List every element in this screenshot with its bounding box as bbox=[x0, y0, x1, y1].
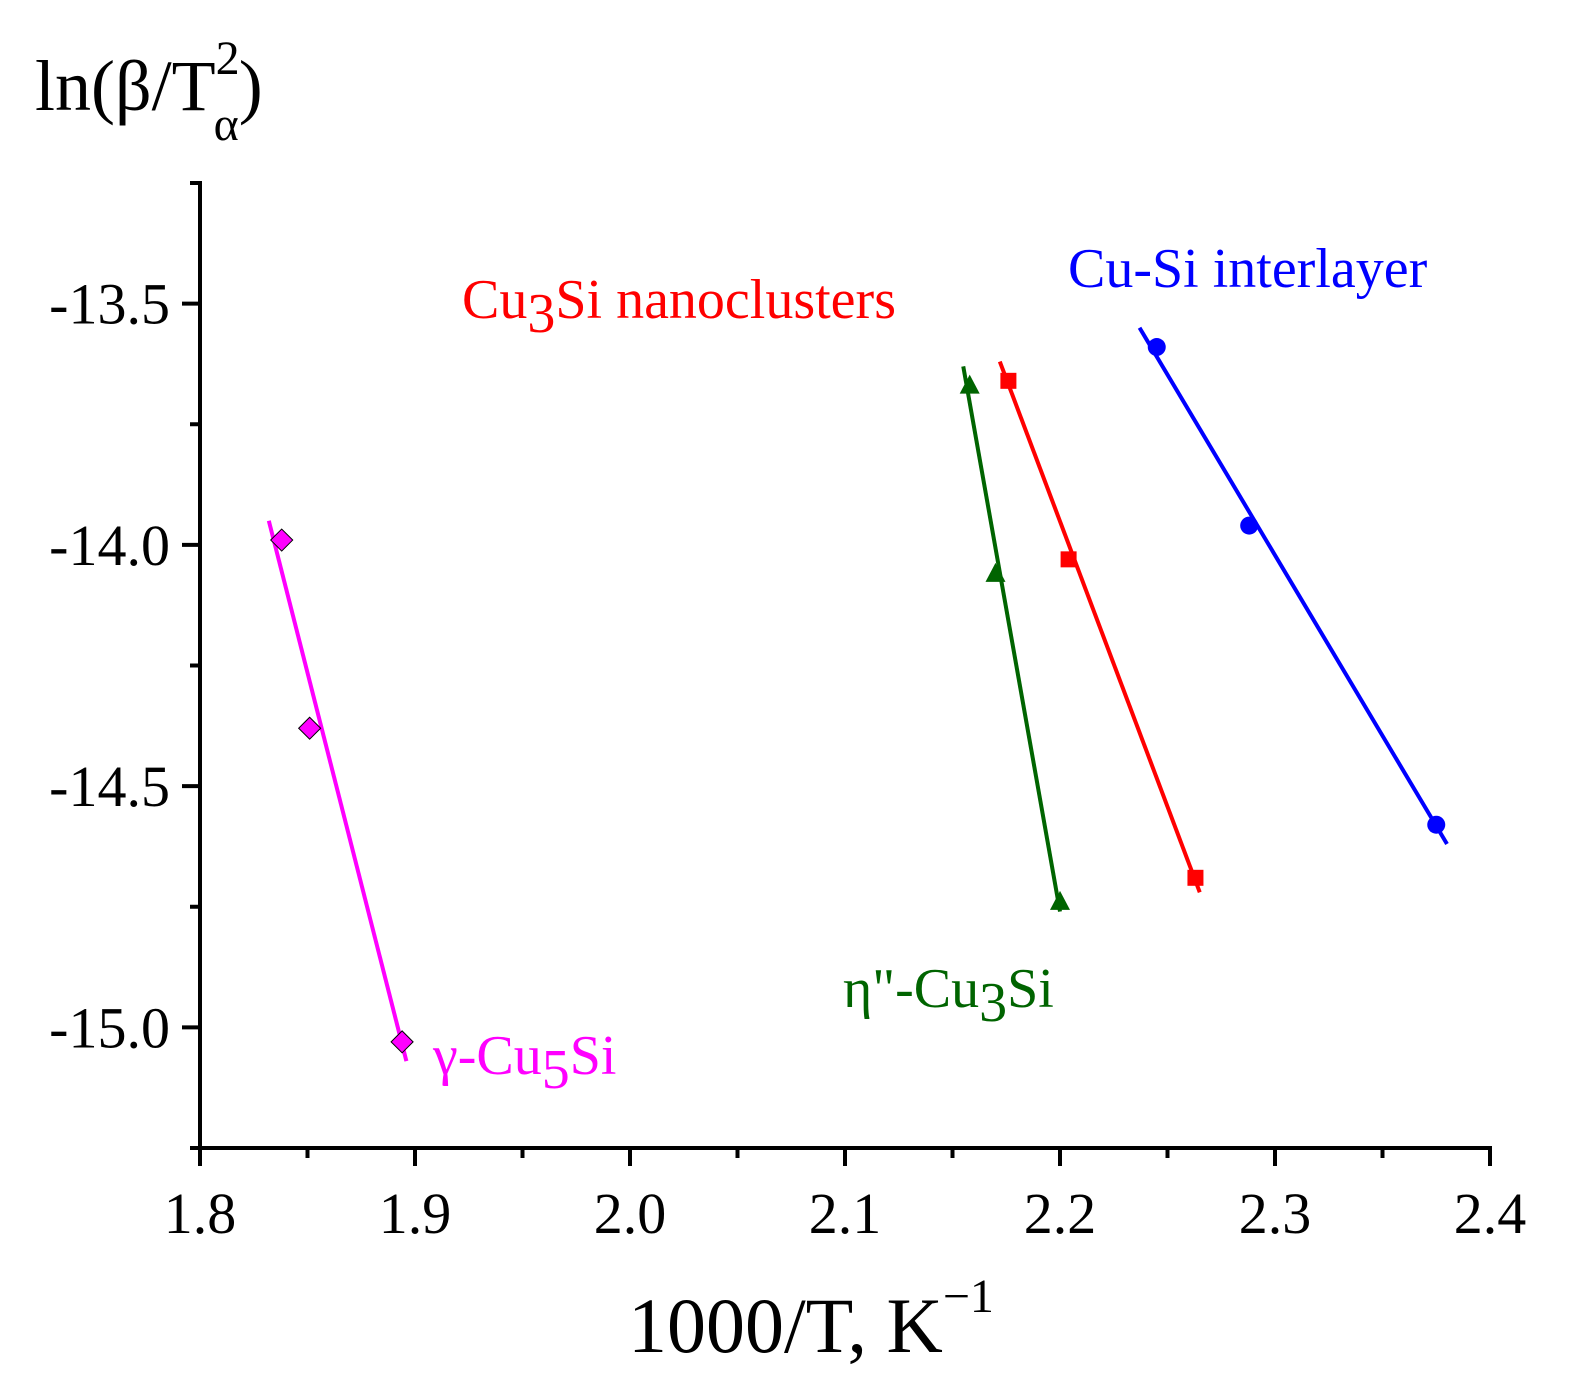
x-tick-label: 2.1 bbox=[809, 1181, 882, 1246]
series-label-text: γ-Cu bbox=[432, 1025, 542, 1087]
series-label-text: Si bbox=[570, 1025, 617, 1087]
data-point bbox=[1050, 890, 1070, 910]
y-tick-label: -14.5 bbox=[49, 754, 170, 819]
y-tick-label: -15.0 bbox=[49, 995, 170, 1060]
series-label: γ-Cu5Si bbox=[432, 1025, 616, 1101]
x-tick-label: 2.4 bbox=[1454, 1181, 1527, 1246]
ticks: 1.8 1.9 2.0 2.1 2.2 2.3 2.4 -13.5 -14.0 -14.5 -15.… bbox=[49, 181, 1527, 1246]
x-tick-label: 2.3 bbox=[1239, 1181, 1312, 1246]
fit-line bbox=[1137, 326, 1449, 846]
series-layer bbox=[266, 326, 1449, 1062]
x-tick-label: 1.9 bbox=[379, 1181, 452, 1246]
y-axis-title: ln(β/T2 α) bbox=[35, 32, 263, 151]
series-label-text: Si bbox=[1007, 958, 1054, 1020]
series-label-text: Si nanoclusters bbox=[555, 269, 896, 331]
data-point bbox=[1240, 516, 1259, 535]
x-axis-title: 1000/T, K−1 bbox=[628, 1270, 994, 1369]
series-label: η"-Cu3Si bbox=[843, 958, 1054, 1034]
y-tick-label: -13.5 bbox=[49, 272, 170, 337]
x-tick-label: 2.2 bbox=[1024, 1181, 1097, 1246]
y-tick-label: -14.0 bbox=[49, 513, 170, 578]
y-axis-title-sup: 2 bbox=[216, 32, 240, 85]
x-axis-title-main: 1000/T, K bbox=[628, 1282, 943, 1369]
series-label-text: η"-Cu bbox=[843, 958, 979, 1020]
fit-line bbox=[997, 360, 1202, 893]
fit-line bbox=[961, 366, 1062, 912]
data-point bbox=[390, 1030, 414, 1054]
fit-line bbox=[266, 520, 409, 1062]
y-axis-title-close: ) bbox=[239, 46, 263, 126]
series-label-text: Cu-Si interlayer bbox=[1068, 238, 1428, 300]
series-label-subscript: 3 bbox=[979, 972, 1007, 1034]
series-circle bbox=[1137, 326, 1449, 846]
y-axis-title-sub: α bbox=[214, 98, 239, 151]
data-point bbox=[1187, 869, 1204, 886]
y-axis-title-main: ln(β/T bbox=[35, 46, 216, 126]
x-axis-title-sup: −1 bbox=[943, 1270, 994, 1323]
series-label: Cu-Si interlayer bbox=[1068, 238, 1428, 300]
series-square bbox=[997, 360, 1204, 893]
data-point bbox=[297, 716, 322, 740]
series-diamond bbox=[266, 520, 414, 1062]
data-point bbox=[1060, 551, 1077, 568]
series-label-text: Cu bbox=[462, 269, 527, 331]
data-point bbox=[1147, 338, 1166, 357]
x-tick-label: 2.0 bbox=[594, 1181, 667, 1246]
data-point bbox=[269, 528, 294, 552]
series-label: Cu3Si nanoclusters bbox=[462, 269, 896, 345]
data-point bbox=[985, 562, 1006, 582]
series-triangle bbox=[959, 366, 1070, 912]
x-tick-label: 1.8 bbox=[164, 1181, 237, 1246]
data-point bbox=[959, 374, 980, 394]
data-point bbox=[1000, 372, 1017, 389]
series-label-subscript: 3 bbox=[527, 283, 555, 345]
series-label-subscript: 5 bbox=[542, 1039, 570, 1101]
data-point bbox=[1427, 815, 1446, 834]
